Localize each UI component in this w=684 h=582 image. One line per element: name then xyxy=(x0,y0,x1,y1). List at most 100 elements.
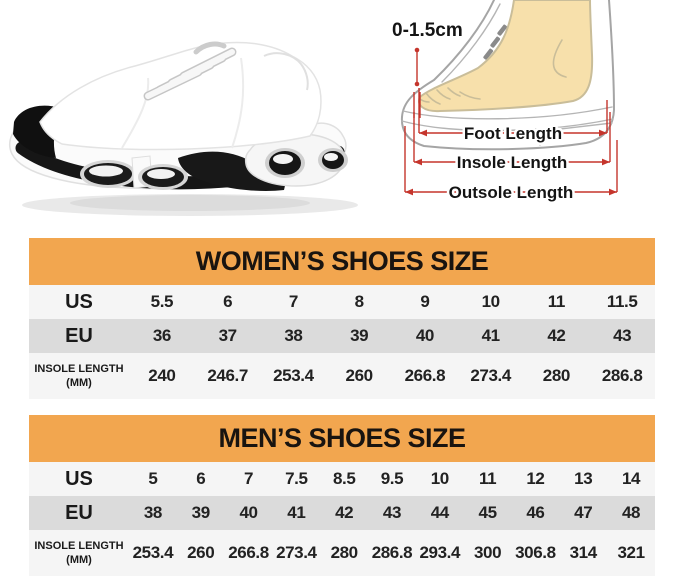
size-value-cell: 286.8 xyxy=(601,366,643,385)
size-value-cell: 40 xyxy=(239,503,258,522)
men-size-header: MEN’S SHOES SIZE xyxy=(29,415,655,462)
size-value-cell: 9 xyxy=(420,292,430,311)
size-value-cell: 7 xyxy=(244,469,254,488)
size-value-cell: 12 xyxy=(526,469,545,488)
size-row-insole-length-mm: INSOLE LENGTH (MM) 253.4 260 266.8 273.4 280 2… xyxy=(29,530,655,576)
row-label: INSOLE LENGTH (MM) xyxy=(34,539,124,566)
size-value-cell: 13 xyxy=(574,469,593,488)
size-value-cell: 266.8 xyxy=(404,366,446,385)
women-size-table: US 5.5 6 7 8 9 10 11 11.5 EU 36 37 38 39 40 41 42 43 INSOL… xyxy=(29,285,655,399)
size-value-cell: 240 xyxy=(148,366,176,385)
women-size-header: WOMEN’S SHOES SIZE xyxy=(29,238,655,285)
size-row-eu: EU 36 37 38 39 40 41 42 43 xyxy=(29,319,655,353)
size-value-cell: 44 xyxy=(430,503,450,522)
measure-line-outsole-length xyxy=(405,188,617,196)
size-value-cell: 10 xyxy=(481,292,501,311)
foot-outline xyxy=(418,0,594,113)
size-value-cell: 8 xyxy=(354,292,364,311)
insole-length-label: Insole Length xyxy=(457,153,568,172)
laces xyxy=(143,41,237,101)
size-value-cell: 46 xyxy=(526,503,545,522)
size-value-cell: 41 xyxy=(287,503,306,522)
size-value-cell: 14 xyxy=(622,469,641,488)
size-value-cell: 273.4 xyxy=(276,543,317,562)
size-value-cell: 273.4 xyxy=(470,366,511,385)
size-value-cell: 246.7 xyxy=(207,366,248,385)
size-value-cell: 40 xyxy=(415,326,435,345)
size-value-cell: 42 xyxy=(335,503,354,522)
men-size-table: US 5 6 7 7.5 8.5 9.5 10 11 12 13 14 EU 38 39 40 41 42 43 44… xyxy=(29,462,655,576)
measure-line-insole-length xyxy=(414,158,610,166)
size-value-cell: 280 xyxy=(542,366,571,385)
size-value-cell: 11.5 xyxy=(606,292,638,311)
lace-marks xyxy=(483,24,508,60)
size-value-cell: 253.4 xyxy=(273,366,314,385)
size-value-cell: 45 xyxy=(478,503,498,522)
size-value-cell: 8.5 xyxy=(332,469,356,488)
size-value-cell: 253.4 xyxy=(132,543,174,562)
outsole-length-label: Outsole Length xyxy=(449,183,574,202)
size-value-cell: 7.5 xyxy=(285,469,308,488)
shoe-upper xyxy=(39,41,322,151)
size-value-cell: 38 xyxy=(143,503,163,522)
size-value-cell: 42 xyxy=(547,326,566,345)
size-value-cell: 293.4 xyxy=(419,543,461,562)
women-size-title: WOMEN’S SHOES SIZE xyxy=(195,246,489,276)
size-value-cell: 6 xyxy=(223,292,233,311)
foot-measurement-diagram: 0-1.5cm Foot Length Insole Length Outsol… xyxy=(390,0,684,238)
size-value-cell: 47 xyxy=(574,503,593,522)
row-label: EU xyxy=(65,501,93,524)
size-value-cell: 306.8 xyxy=(515,543,556,562)
size-value-cell: 314 xyxy=(569,543,598,562)
size-value-cell: 280 xyxy=(330,543,359,562)
size-value-cell: 11 xyxy=(479,469,497,488)
sneaker-photo xyxy=(0,0,390,238)
size-value-cell: 300 xyxy=(474,543,502,562)
size-value-cell: 9.5 xyxy=(380,469,404,488)
panel-seam-heel xyxy=(231,57,245,149)
women-size-section: WOMEN’S SHOES SIZE US 5.5 6 7 8 9 10 11 11.5 EU 36… xyxy=(0,238,684,399)
size-row-eu: EU 38 39 40 41 42 43 44 45 46 47 48 xyxy=(29,496,655,530)
size-row-us: US 5 6 7 7.5 8.5 9.5 10 11 12 13 14 xyxy=(29,462,655,496)
size-value-cell: 39 xyxy=(191,503,211,522)
size-value-cell: 43 xyxy=(613,326,632,345)
size-row-us: US 5.5 6 7 8 9 10 11 11.5 xyxy=(29,285,655,319)
measure-line-foot-length xyxy=(419,129,607,137)
gap-label: 0-1.5cm xyxy=(392,20,463,41)
foot-diagram-svg: 0-1.5cm Foot Length Insole Length Outsol… xyxy=(392,0,618,205)
air-bubble-heel-1 xyxy=(265,148,305,178)
size-value-cell: 36 xyxy=(152,326,172,345)
row-label: US xyxy=(65,290,93,313)
size-value-cell: 5 xyxy=(148,469,158,488)
row-label: US xyxy=(65,467,93,490)
size-value-cell: 260 xyxy=(187,543,215,562)
sneaker-illustration xyxy=(8,41,358,216)
shoe-shadow-core xyxy=(70,195,310,211)
row-label: INSOLE LENGTH (MM) xyxy=(34,362,124,389)
collar-seam xyxy=(263,52,309,91)
size-value-cell: 6 xyxy=(196,469,206,488)
shoe-outline xyxy=(400,0,616,151)
air-bubble-front-1 xyxy=(80,160,136,188)
air-bubble-front-2 xyxy=(138,164,188,190)
size-value-cell: 266.8 xyxy=(228,543,269,562)
size-value-cell: 38 xyxy=(284,326,303,345)
size-value-cell: 48 xyxy=(622,503,641,522)
men-size-section: MEN’S SHOES SIZE US 5 6 7 7.5 8.5 9.5 10 11 12 13 1… xyxy=(0,415,684,576)
size-value-cell: 286.8 xyxy=(371,543,413,562)
foot-length-label: Foot Length xyxy=(464,124,562,143)
size-value-cell: 41 xyxy=(481,326,501,345)
size-value-cell: 5.5 xyxy=(150,292,174,311)
hero-section: 0-1.5cm Foot Length Insole Length Outsol… xyxy=(0,0,684,238)
size-value-cell: 7 xyxy=(288,292,298,311)
size-value-cell: 260 xyxy=(345,366,374,385)
size-value-cell: 43 xyxy=(382,503,402,522)
row-label: EU xyxy=(65,324,93,347)
size-value-cell: 39 xyxy=(350,326,369,345)
panel-seam-front xyxy=(121,77,150,149)
size-value-cell: 11 xyxy=(547,292,566,311)
size-value-cell: 10 xyxy=(430,469,450,488)
measure-annotations xyxy=(404,47,618,196)
men-size-title: MEN’S SHOES SIZE xyxy=(218,423,466,453)
section-spacer xyxy=(0,399,684,415)
